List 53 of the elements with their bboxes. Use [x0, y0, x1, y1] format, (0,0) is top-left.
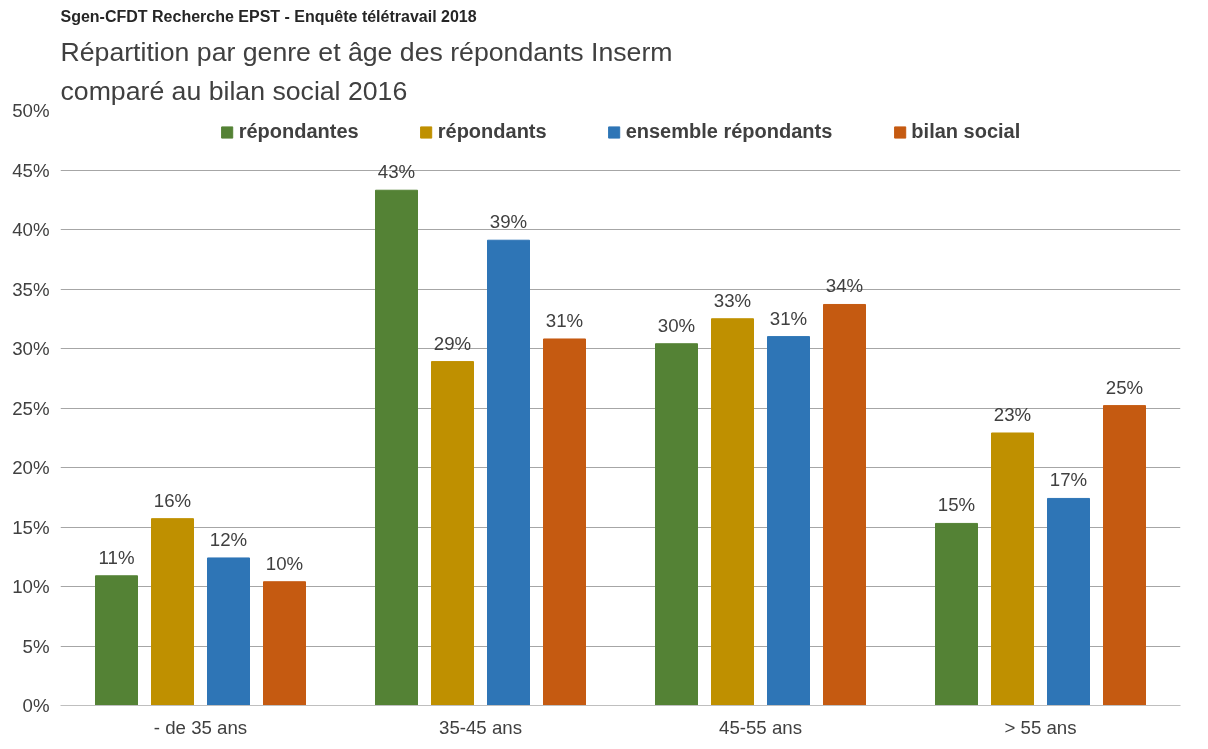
bar — [375, 189, 418, 706]
bar — [487, 239, 530, 706]
legend-label: ensemble répondants — [625, 120, 833, 143]
data-label: 25% — [1105, 376, 1144, 398]
bar — [207, 557, 250, 706]
bar — [991, 432, 1034, 706]
bar — [1047, 497, 1090, 706]
data-label: 16% — [153, 489, 192, 511]
bar — [767, 336, 810, 706]
legend-label: répondantes — [238, 120, 359, 143]
bar — [1103, 405, 1146, 706]
data-label: 30% — [657, 314, 696, 336]
data-label: 23% — [993, 403, 1032, 425]
y-tick-label: 40% — [12, 219, 50, 240]
x-tick-label: 45-55 ans — [719, 716, 802, 738]
bar — [431, 361, 474, 706]
y-tick-label: 0% — [22, 695, 50, 716]
bar — [935, 522, 978, 706]
y-tick-label: 5% — [22, 635, 50, 657]
data-label: 33% — [713, 289, 752, 311]
data-label: 43% — [377, 161, 416, 183]
data-label: 34% — [825, 275, 864, 297]
chart-subtitle: Répartition par genre et âge des répondants Inserm comparé au bilan social 2016 — [60, 36, 673, 106]
data-label: 15% — [937, 494, 976, 516]
legend-label: bilan social — [911, 120, 1021, 143]
bar — [95, 575, 138, 706]
x-tick-label: > 55 ans — [1004, 716, 1077, 738]
data-label: 39% — [489, 211, 528, 233]
y-tick-label: 10% — [12, 576, 50, 597]
data-label: 17% — [1049, 469, 1088, 491]
x-tick-label: 35-45 ans — [439, 716, 522, 738]
legend-label: répondants — [437, 120, 547, 143]
y-tick-label: 25% — [12, 397, 50, 419]
data-label: 12% — [209, 528, 248, 550]
y-tick-label: 30% — [12, 338, 50, 359]
y-tick-label: 50% — [12, 100, 50, 121]
data-label: 31% — [545, 309, 584, 331]
bar — [151, 518, 194, 706]
bar — [655, 343, 698, 706]
y-tick-label: 35% — [12, 278, 50, 300]
bar — [711, 318, 754, 706]
y-tick-label: 20% — [12, 457, 50, 478]
data-label: 11% — [98, 546, 135, 568]
data-label: 31% — [769, 307, 808, 329]
data-label: 10% — [265, 552, 304, 574]
y-tick-label: 45% — [12, 159, 50, 181]
y-tick-label: 15% — [12, 516, 50, 538]
data-label: 29% — [433, 332, 472, 354]
chart-title: Sgen-CFDT Recherche EPST - Enquête télétravail 2018 — [60, 7, 477, 25]
bar — [823, 303, 866, 706]
bar — [263, 581, 306, 706]
x-tick-label: - de 35 ans — [153, 716, 248, 738]
bar — [543, 338, 586, 706]
